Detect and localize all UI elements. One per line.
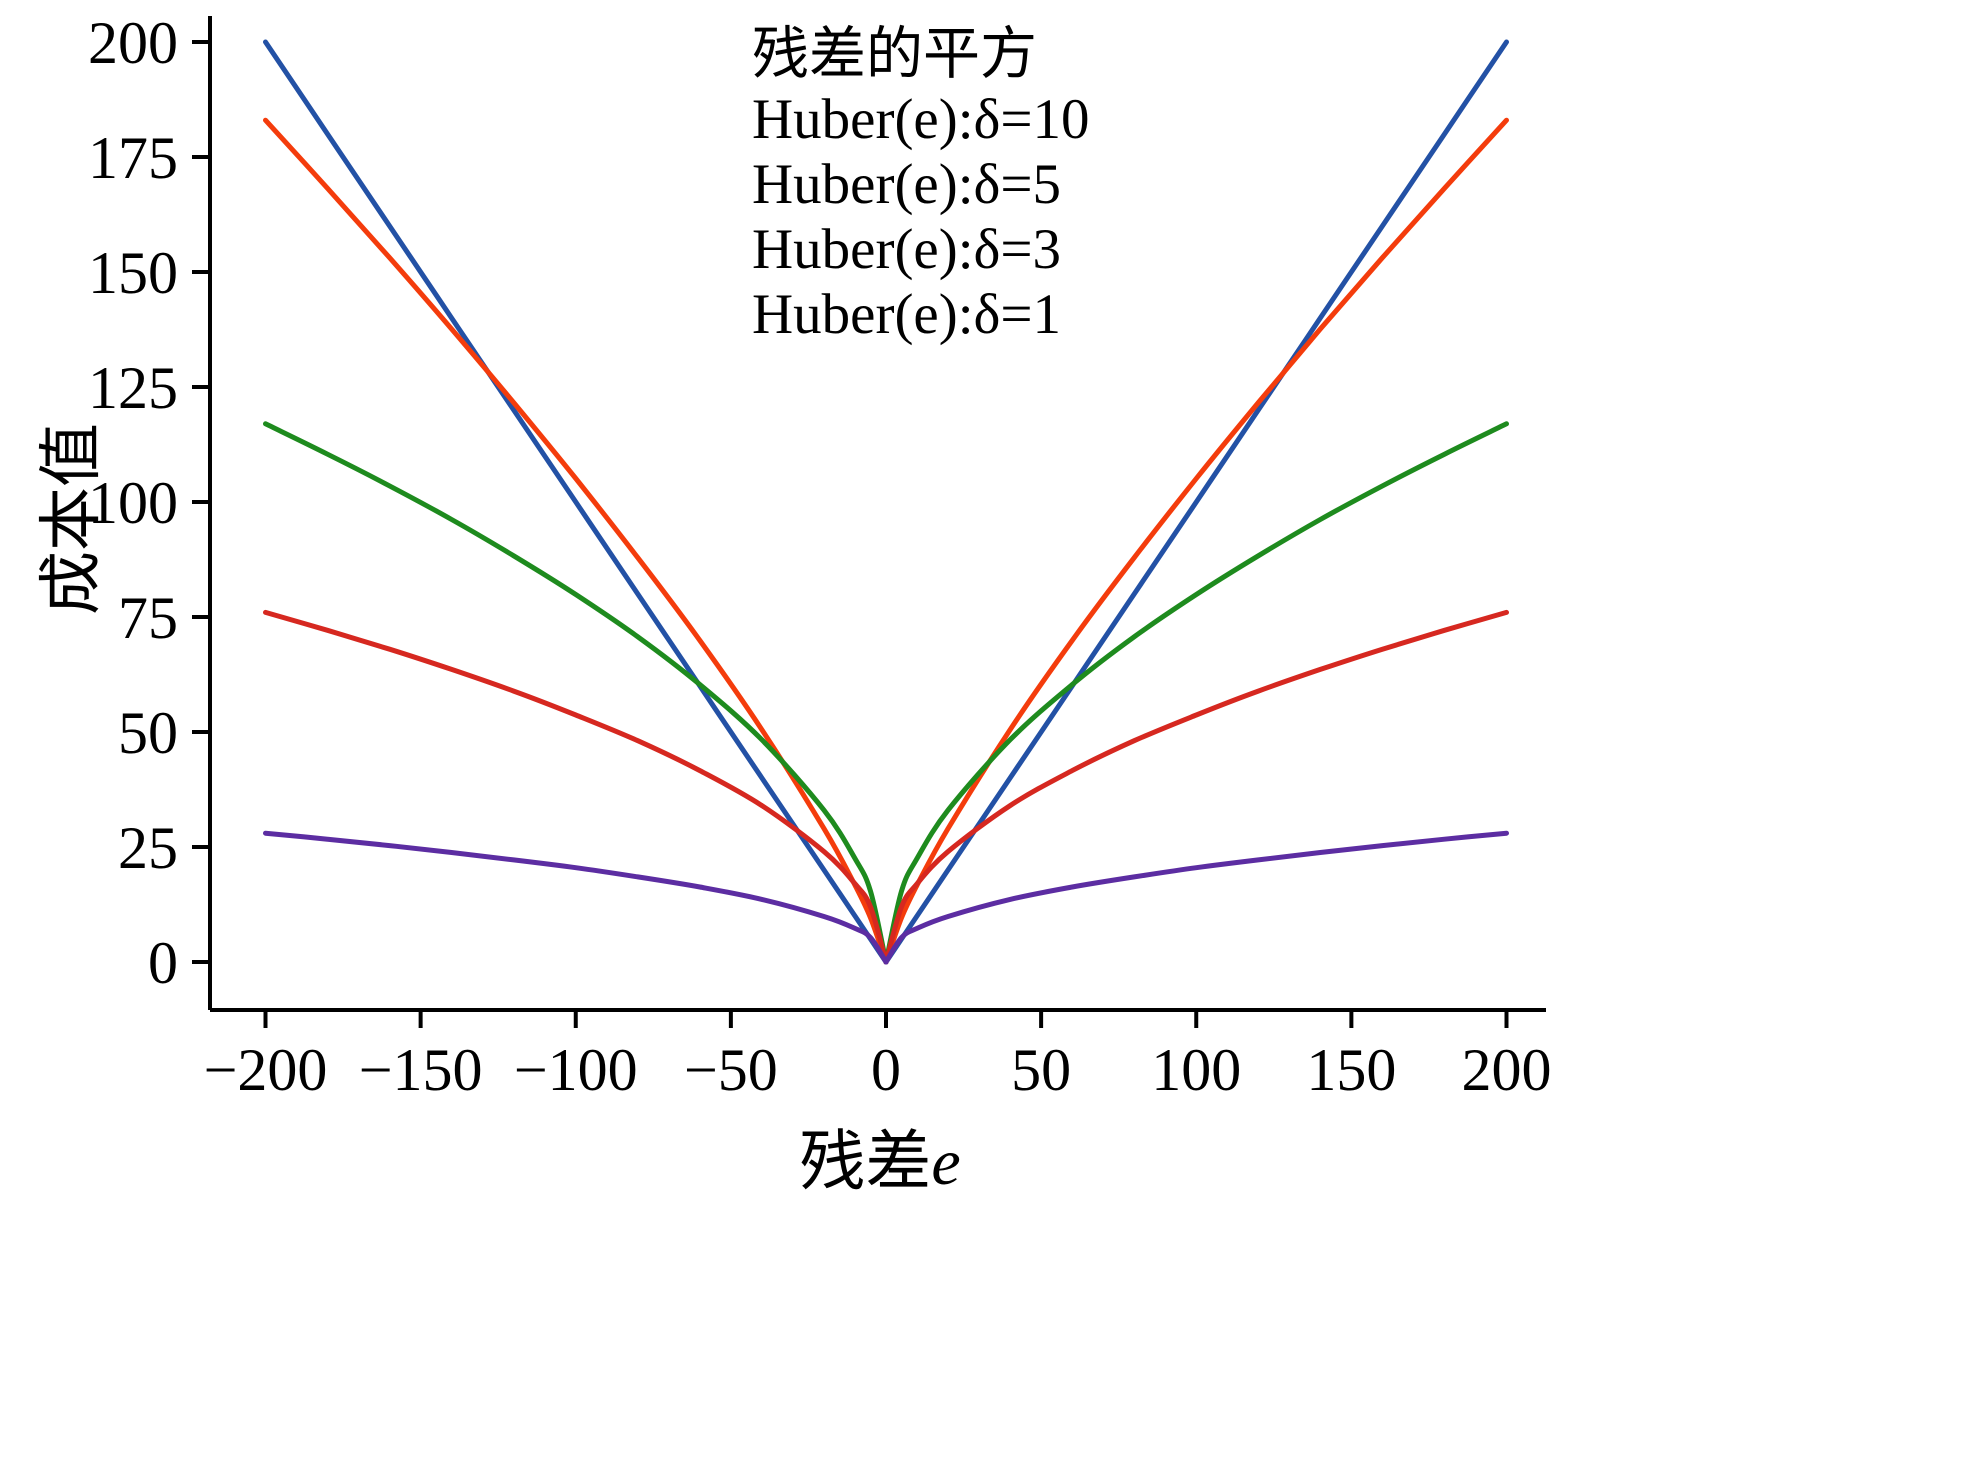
x-tick-label: 200 <box>1462 1037 1552 1103</box>
series-line-2 <box>883 421 1509 965</box>
legend-entry-huber-delta-1: Huber(e):δ=1 <box>752 283 1062 346</box>
series-line-3 <box>883 609 1509 965</box>
y-tick-label: 75 <box>118 585 178 651</box>
y-axis-title: 成本值 <box>36 423 107 615</box>
series-line-0 <box>263 39 889 965</box>
legend-entry-squared-residual: 残差的平方 <box>752 23 1037 86</box>
x-tick-label: −100 <box>514 1037 638 1103</box>
x-axis-title-variable: e <box>931 1126 961 1199</box>
legend: 残差的平方 Huber(e):δ=10 Huber(e):δ=5 Huber(e… <box>752 22 1090 347</box>
x-tick-label: 0 <box>871 1037 901 1103</box>
y-tick-label: 175 <box>88 125 178 191</box>
series-line-0 <box>883 39 1509 965</box>
x-tick-label: −200 <box>204 1037 328 1103</box>
x-tick-label: 50 <box>1011 1037 1071 1103</box>
x-axis-title: 残差e <box>0 1108 1760 1204</box>
y-tick-label: 150 <box>88 240 178 306</box>
series-line-2 <box>263 421 889 965</box>
series-line-1 <box>883 117 1509 965</box>
y-tick-label: 125 <box>88 355 178 421</box>
legend-entry-huber-delta-5: Huber(e):δ=5 <box>752 153 1062 216</box>
y-tick-label: 0 <box>148 930 178 996</box>
legend-entry-huber-delta-3: Huber(e):δ=3 <box>752 218 1062 281</box>
x-tick-label: 150 <box>1306 1037 1396 1103</box>
series-line-1 <box>263 117 889 965</box>
x-tick-label: −50 <box>684 1037 778 1103</box>
x-tick-label: 100 <box>1151 1037 1241 1103</box>
series-line-3 <box>263 609 889 965</box>
y-tick-label: 25 <box>118 815 178 881</box>
y-tick-label: 200 <box>88 10 178 76</box>
series-line-4 <box>883 830 1509 965</box>
x-tick-label: −150 <box>359 1037 483 1103</box>
series-line-4 <box>263 830 889 965</box>
y-tick-label: 100 <box>88 470 178 536</box>
legend-entry-huber-delta-10: Huber(e):δ=10 <box>752 88 1090 151</box>
y-tick-label: 50 <box>118 700 178 766</box>
x-axis-title-text: 残差 <box>799 1126 932 1199</box>
